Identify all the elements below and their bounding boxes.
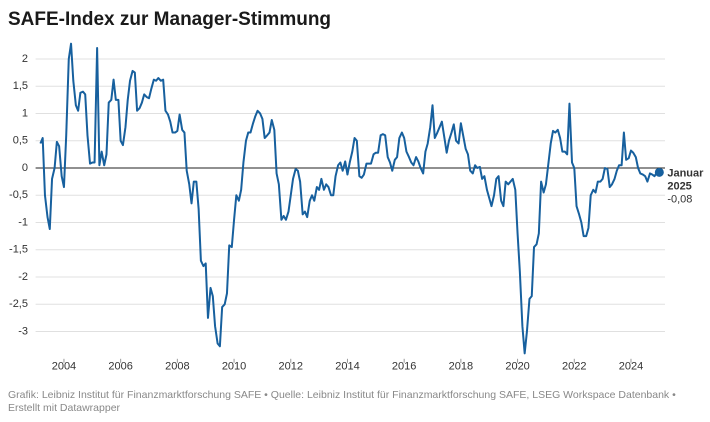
chart: SAFE-Index zur Manager-Stimmung 2 1,5 1 0,5… bbox=[8, 9, 704, 373]
y-tick-label: -3 bbox=[18, 325, 28, 337]
y-tick-label: 0,5 bbox=[13, 135, 28, 147]
source-note: Grafik: Leibniz Institut für Finanzmarkt… bbox=[8, 389, 676, 414]
annotation-label: 2025 bbox=[667, 180, 691, 192]
y-tick-label: -2,5 bbox=[9, 298, 28, 310]
x-tick-label: 2006 bbox=[108, 361, 132, 373]
x-tick-label: 2024 bbox=[619, 361, 643, 373]
x-tick-label: 2016 bbox=[392, 361, 416, 373]
x-tick-label: 2012 bbox=[279, 361, 303, 373]
y-tick-label: 1,5 bbox=[13, 80, 28, 92]
annotation-label: Januar bbox=[667, 167, 704, 179]
x-tick-label: 2008 bbox=[165, 361, 189, 373]
y-tick-label: -0,5 bbox=[9, 189, 28, 201]
y-tick-label: -2 bbox=[18, 271, 28, 283]
x-tick-label: 2018 bbox=[449, 361, 473, 373]
x-tick-label: 2014 bbox=[335, 361, 359, 373]
x-tick-label: 2022 bbox=[562, 361, 586, 373]
y-tick-label: 1 bbox=[22, 107, 28, 119]
x-tick-label: 2020 bbox=[505, 361, 529, 373]
annotation-dot bbox=[654, 167, 664, 177]
x-tick-label: 2004 bbox=[52, 361, 76, 373]
y-tick-label: 2 bbox=[22, 53, 28, 65]
y-tick-label: -1 bbox=[18, 216, 28, 228]
x-tick-label: 2010 bbox=[222, 361, 246, 373]
chart-title: SAFE-Index zur Manager-Stimmung bbox=[8, 9, 331, 30]
series-line bbox=[39, 42, 660, 355]
annotation-value: -0,08 bbox=[667, 193, 692, 205]
y-tick-label: 0 bbox=[22, 162, 28, 174]
y-tick-label: -1,5 bbox=[9, 244, 28, 256]
